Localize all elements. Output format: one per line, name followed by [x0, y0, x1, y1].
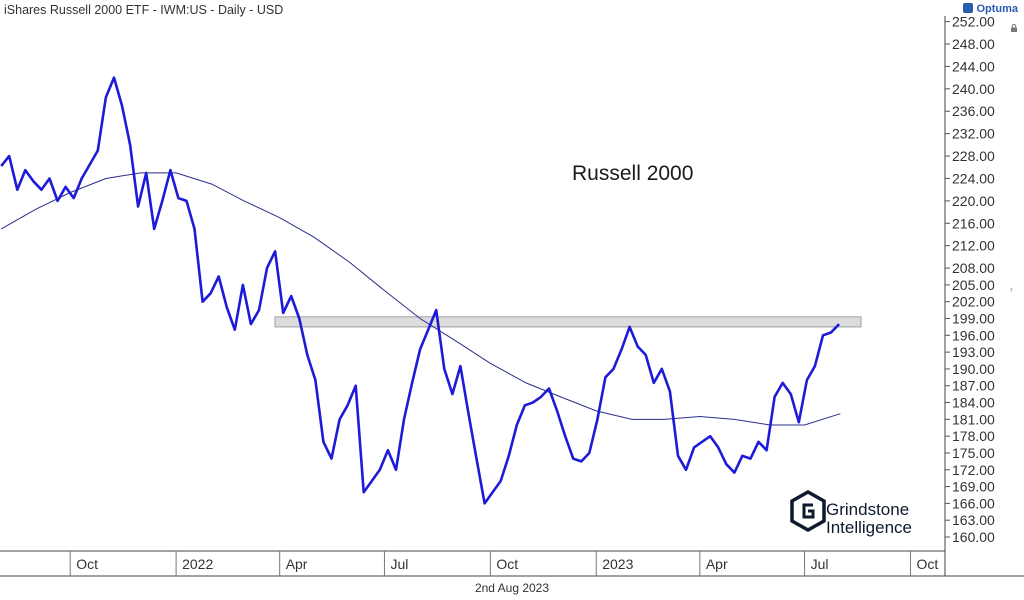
- y-tick-label: 208.00: [952, 260, 995, 276]
- x-axis: Oct 2022 Apr Jul Oct 2023 Apr Jul Oct: [69, 551, 938, 576]
- x-tick-label: Oct: [76, 556, 98, 572]
- x-tick-label: Apr: [286, 556, 308, 572]
- y-tick-label: 196.00: [952, 327, 995, 343]
- y-tick-label: 228.00: [952, 148, 995, 164]
- grindstone-logo: Grindstone Intelligence: [790, 489, 912, 537]
- lock-icon[interactable]: [1010, 24, 1018, 32]
- y-tick-label: 232.00: [952, 126, 995, 142]
- y-tick-label: 252.00: [952, 14, 995, 30]
- y-tick-label: 220.00: [952, 193, 995, 209]
- x-tick-label: Apr: [706, 556, 728, 572]
- y-axis: 252.00 248.00 244.00 240.00 236.00 232.00 228.…: [945, 14, 995, 545]
- x-tick-label: Oct: [496, 556, 518, 572]
- y-tick-label: 202.00: [952, 294, 995, 310]
- y-tick-label: 166.00: [952, 495, 995, 511]
- y-tick-label: 190.00: [952, 361, 995, 377]
- y-tick-label: 240.00: [952, 81, 995, 97]
- price-line: [0, 76, 841, 505]
- x-tick-label: Jul: [811, 556, 829, 572]
- logo-line2: Intelligence: [826, 518, 912, 537]
- logo-line1: Grindstone: [826, 500, 909, 519]
- y-tick-label: 169.00: [952, 479, 995, 495]
- moving-average-line: [0, 172, 841, 426]
- y-tick-label: 193.00: [952, 344, 995, 360]
- optuma-icon: [963, 3, 974, 13]
- resistance-band: [274, 316, 862, 328]
- y-tick-label: 187.00: [952, 378, 995, 394]
- hex-mark-icon: [790, 489, 826, 533]
- y-tick-label: 248.00: [952, 36, 995, 52]
- x-tick-label: Jul: [390, 556, 408, 572]
- brand-name: Optuma: [976, 3, 1018, 15]
- y-tick-label: 244.00: [952, 58, 995, 74]
- y-tick-label: 160.00: [952, 529, 995, 545]
- y-tick-label: 199.00: [952, 311, 995, 327]
- chevron-left-icon[interactable]: ‹: [1010, 284, 1013, 294]
- cursor-date-label: 2nd Aug 2023: [474, 581, 550, 595]
- y-tick-label: 184.00: [952, 395, 995, 411]
- chart-header-title: iShares Russell 2000 ETF - IWM:US - Dail…: [4, 3, 284, 17]
- y-tick-label: 236.00: [952, 103, 995, 119]
- y-tick-label: 178.00: [952, 428, 995, 444]
- y-tick-label: 163.00: [952, 512, 995, 528]
- x-tick-label: 2023: [602, 556, 633, 572]
- y-tick-label: 205.00: [952, 277, 995, 293]
- x-tick-label: Oct: [916, 556, 938, 572]
- y-tick-label: 224.00: [952, 170, 995, 186]
- y-tick-label: 181.00: [952, 411, 995, 427]
- y-tick-label: 212.00: [952, 238, 995, 254]
- y-tick-label: 216.00: [952, 215, 995, 231]
- y-tick-label: 172.00: [952, 462, 995, 478]
- brand-logo: Optuma: [963, 3, 1018, 15]
- x-tick-label: 2022: [182, 556, 213, 572]
- chart-annotation: Russell 2000: [572, 162, 693, 185]
- y-tick-label: 175.00: [952, 445, 995, 461]
